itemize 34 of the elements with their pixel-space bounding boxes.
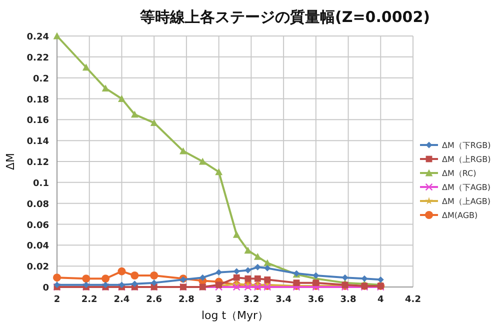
y-tick-label: 0.06 [26,220,49,231]
y-tick-label: 0.14 [26,137,49,148]
legend-label: ΔM（下RGB) [442,141,491,150]
x-tick-label: 4 [378,295,384,305]
y-tick-label: 0.18 [26,95,49,106]
x-tick-label: 3.8 [340,295,356,305]
legend-label: ΔM（上RGB) [442,155,491,164]
y-tick-label: 0.24 [26,32,49,42]
x-tick-label: 2 [54,295,60,305]
legend-label: ΔM(AGB) [442,211,478,220]
y-tick-label: 0.16 [26,116,49,126]
y-tick-label: 0.02 [26,262,49,273]
x-tick-label: 3.2 [243,295,260,305]
y-tick-label: 0.1 [33,178,49,189]
legend-label: ΔM（RC) [442,169,476,178]
x-tick-label: 2.4 [114,295,130,305]
x-tick-label: 2.8 [178,295,194,305]
x-tick-label: 4.2 [405,295,421,305]
y-tick-label: 0.12 [26,158,49,168]
y-tick-label: 0.22 [26,53,49,64]
x-tick-label: 3.4 [276,295,292,305]
chart-title: 等時線上各ステージの質量幅(Z=0.0002) [138,8,430,26]
x-axis-title: log t（Myr） [201,309,269,322]
x-tick-label: 2.6 [146,295,162,305]
y-axis-title: ΔM [4,152,17,170]
x-tick-label: 3.6 [308,295,324,305]
y-tick-label: 0.04 [26,242,49,252]
y-tick-label: 0.08 [26,200,49,210]
y-tick-label: 0 [42,284,49,294]
x-tick-label: 2.2 [81,295,98,305]
legend-label: ΔM（上AGB) [442,197,491,206]
x-tick-label: 3 [216,295,222,305]
legend-label: ΔM（下AGB) [442,183,491,192]
y-tick-label: 0.2 [33,74,49,84]
